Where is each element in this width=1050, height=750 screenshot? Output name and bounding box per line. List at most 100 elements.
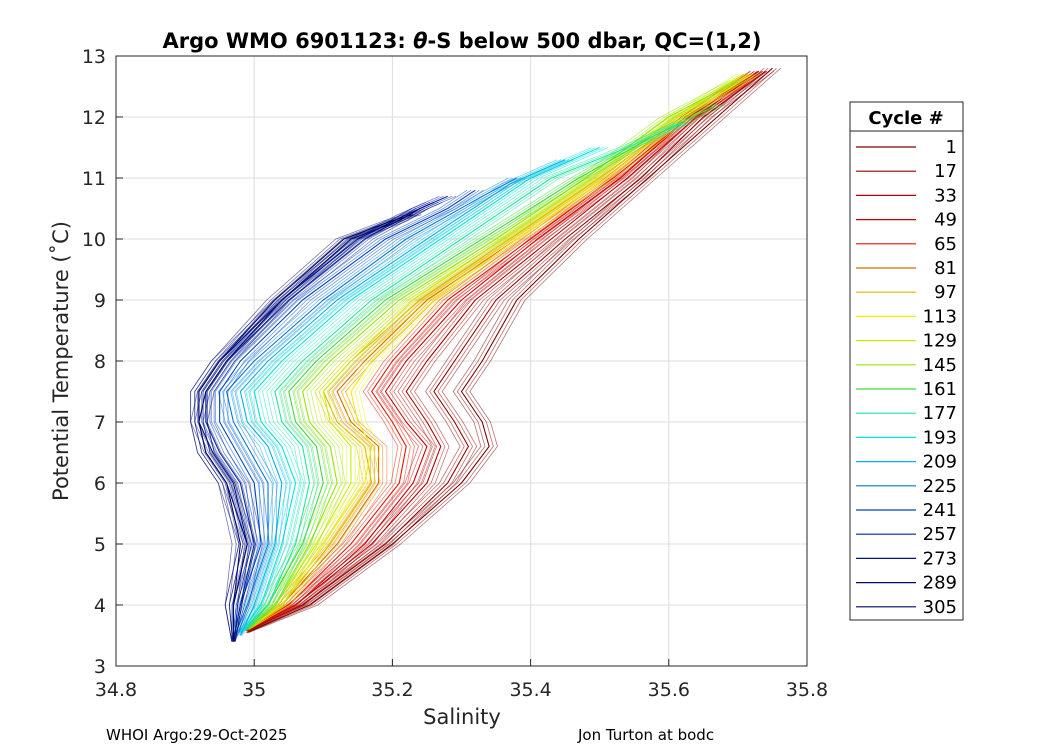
series-33-trace [246,70,755,630]
legend-label: 1 [946,137,957,158]
series-17-line [247,70,766,632]
series-177-trace [239,122,679,633]
series-17-trace [247,70,770,631]
series-161-trace [247,104,722,630]
series-193-trace [241,147,609,633]
legend-label: 145 [923,355,957,376]
series-113-trace [248,73,761,630]
y-tick-label: 12 [82,107,106,129]
chart-title: Argo WMO 6901123: θ-S below 500 dbar, QC… [162,29,761,53]
y-tick-label: 9 [94,290,106,312]
y-tick-label: 6 [94,473,106,495]
legend-label: 65 [934,234,957,255]
series-49-line [247,70,759,630]
series-65-trace [247,73,757,630]
series-161-trace [246,104,714,630]
series-289-trace [202,208,425,642]
series-145-trace [246,80,734,630]
series-1-trace [245,67,765,633]
legend-label: 273 [923,548,957,569]
series-1-line [247,67,773,633]
y-tick-label: 7 [94,412,106,434]
series-209-trace [241,159,574,636]
series-241-trace [223,189,480,639]
series-33-trace [247,70,764,630]
legend-label: 241 [923,500,957,521]
footer-author: Jon Turton at bodc [578,726,715,744]
legend-title: Cycle # [868,108,943,129]
y-axis-label: Potential Temperature (˚C) [49,221,73,501]
series-193-trace [238,147,592,633]
series-177-trace [240,122,687,633]
series-193-trace [239,147,596,633]
series-129-trace [246,73,741,630]
legend-items: 1 17 33 49 65 81 97 113 129 145 161 177 193 209 225 241… [856,137,957,618]
series-1-trace [246,67,769,633]
series-225-trace [234,177,526,639]
axis-ticks: 34.8 35 35.2 35.4 35.6 35.8 3 4 5 6 7 8 9 10 11 12 13 [82,46,828,701]
legend-label: 129 [923,331,957,352]
series-177-trace [238,122,675,633]
series-241-trace [227,189,484,639]
series-1-trace [247,67,777,633]
series-305-line [198,214,414,642]
x-tick-label: 35.2 [371,679,413,701]
series-65-trace [248,73,761,630]
legend-label: 305 [923,597,957,618]
series-33-line [247,70,759,630]
series-193-line [239,146,600,633]
series-209-line [239,159,566,636]
y-tick-label: 8 [94,351,106,373]
legend-label: 97 [934,282,957,303]
legend-label: 209 [923,452,957,473]
series-289-line [198,208,421,642]
series-305-trace [202,214,418,642]
series-49-trace [246,70,755,630]
series-145-line [246,79,739,630]
series-177-line [239,122,683,633]
legend-label: 49 [934,210,957,231]
series-209-trace [235,159,562,636]
series-113-trace [245,73,744,630]
series-161-trace [248,104,726,630]
series-129-trace [245,73,737,630]
series-65-trace [246,73,748,630]
series-33-trace [248,70,768,630]
series-145-trace [247,80,743,630]
series-129-line [246,73,746,630]
series-305-trace [190,214,405,642]
series-257-trace [209,195,452,642]
series-49-trace [248,70,768,630]
series-225-line [226,177,518,639]
y-tick-label: 11 [82,168,106,190]
y-tick-label: 10 [82,229,106,251]
legend-label: 113 [923,306,957,327]
series-241-line [219,189,476,639]
series-161-line [246,104,718,630]
series-17-trace [245,70,758,631]
legend-label: 33 [934,185,957,206]
series-225-trace [230,177,522,639]
x-tick-label: 35.4 [509,679,551,701]
series-177-trace [241,122,692,633]
x-tick-label: 35 [242,679,266,701]
legend: Cycle # 1 17 33 49 65 81 97 113 129 145 161 177 193 2… [849,101,964,621]
series-17-trace [246,70,762,631]
series-305-trace [194,214,410,642]
series-145-trace [245,80,730,630]
series-193-trace [240,147,605,633]
legend-label: 17 [934,161,957,182]
legend-label: 225 [923,476,957,497]
series-113-trace [246,73,748,630]
profile-lines [190,67,782,642]
series-209-trace [240,159,570,636]
series-113-line [246,73,753,630]
series-257-line [205,195,448,642]
series-65-line [247,73,753,630]
series-17-trace [248,70,775,631]
series-33-trace [245,70,751,630]
series-49-trace [245,70,751,630]
legend-label: 289 [923,573,957,594]
x-tick-label: 35.8 [786,679,828,701]
series-1-trace [248,67,782,633]
